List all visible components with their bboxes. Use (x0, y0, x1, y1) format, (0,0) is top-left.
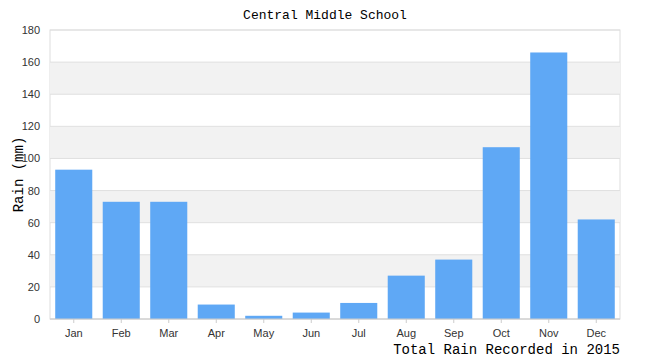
y-tick-label: 120 (22, 120, 40, 132)
plot-area (50, 30, 620, 319)
chart-svg: 020406080100120140160180JanFebMarAprMayJ… (0, 0, 650, 360)
y-tick-label: 180 (22, 24, 40, 36)
bar (150, 202, 187, 319)
x-axis-label: Total Rain Recorded in 2015 (393, 342, 620, 358)
x-tick-label: Aug (396, 327, 416, 339)
x-tick (453, 319, 454, 323)
x-tick-label: May (253, 327, 274, 339)
x-tick (501, 319, 502, 323)
x-tick-label: Jan (65, 327, 83, 339)
grid-line (50, 319, 620, 320)
x-tick-label: Mar (159, 327, 178, 339)
y-tick-label: 160 (22, 56, 40, 68)
y-tick-label: 40 (28, 249, 40, 261)
x-tick (168, 319, 169, 323)
x-tick-label: Jun (302, 327, 320, 339)
bar (578, 219, 615, 319)
bar (340, 303, 377, 319)
x-tick-label: Oct (493, 327, 510, 339)
bar (388, 276, 425, 319)
x-tick (358, 319, 359, 323)
grid-line (50, 30, 620, 31)
y-axis-label: Rain (mm) (11, 137, 27, 213)
bar (293, 313, 330, 319)
x-tick-label: Feb (112, 327, 131, 339)
bar (198, 305, 235, 319)
y-tick-label: 60 (28, 217, 40, 229)
bar (530, 52, 567, 319)
chart-title: Central Middle School (243, 8, 407, 23)
chart-container: 020406080100120140160180JanFebMarAprMayJ… (0, 0, 650, 360)
bar (435, 260, 472, 319)
x-tick (263, 319, 264, 323)
y-tick-label: 140 (22, 88, 40, 100)
x-tick-label: Nov (539, 327, 559, 339)
y-tick-label: 20 (28, 281, 40, 293)
x-tick-label: Jul (352, 327, 366, 339)
x-tick (73, 319, 74, 323)
bars (55, 52, 615, 319)
bar (483, 147, 520, 319)
x-tick (121, 319, 122, 323)
bar (55, 170, 92, 319)
bar (103, 202, 140, 319)
x-tick (406, 319, 407, 323)
x-tick-label: Sep (444, 327, 464, 339)
y-tick-label: 80 (28, 185, 40, 197)
x-tick-label: Dec (586, 327, 606, 339)
x-tick (216, 319, 217, 323)
x-tick (548, 319, 549, 323)
y-tick-label: 0 (34, 313, 40, 325)
x-tick (596, 319, 597, 323)
x-tick-label: Apr (208, 327, 225, 339)
x-axis-line (50, 319, 620, 320)
x-tick (311, 319, 312, 323)
